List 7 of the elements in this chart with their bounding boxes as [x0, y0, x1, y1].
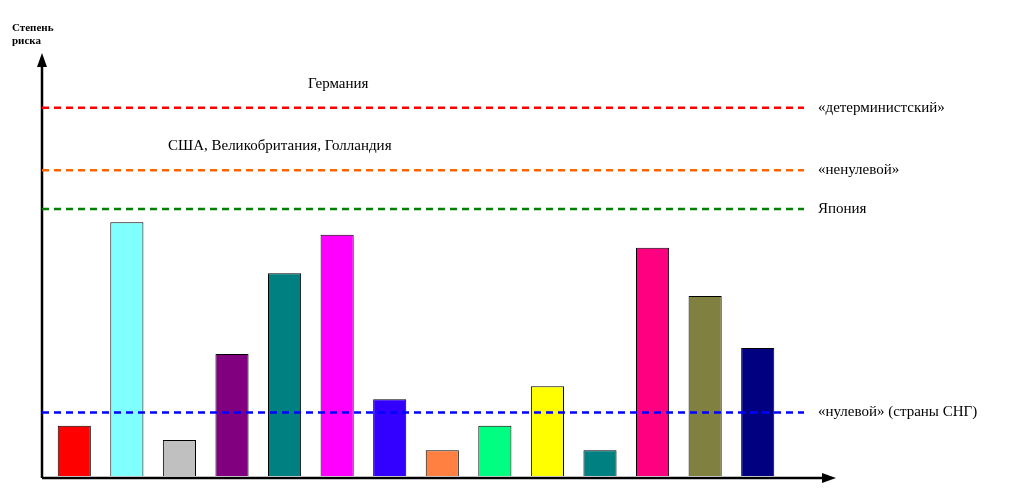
annotation: США, Великобритания, Голландия — [168, 137, 392, 154]
ref-line-label: «детерминистский» — [818, 98, 945, 115]
annotation: Германия — [308, 74, 369, 91]
ref-line-label: «нулевой» (страны СНГ) — [818, 403, 978, 421]
text: Степень риска — [12, 21, 54, 47]
ref-line-label: Япония — [818, 199, 867, 216]
ref-line-label: «ненулевой» — [818, 161, 900, 178]
